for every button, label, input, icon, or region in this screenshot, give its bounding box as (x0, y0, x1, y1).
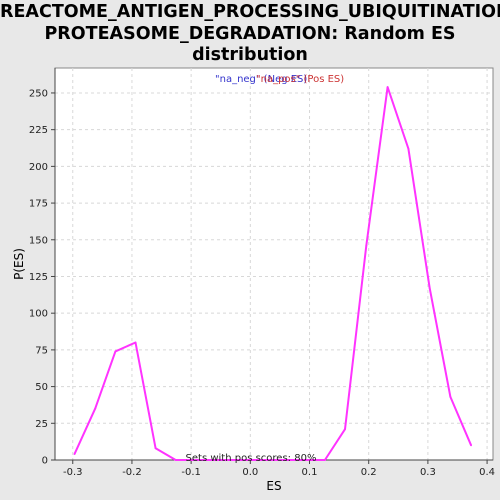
x-tick-label: 0.4 (479, 467, 495, 478)
data-point (94, 407, 97, 410)
x-tick-label: -0.2 (122, 467, 142, 478)
legend-entry-pos: "na_pos" (Pos ES) (256, 74, 344, 85)
data-point (428, 287, 431, 290)
y-tick-label: 50 (35, 382, 48, 393)
pos-score-annotation: Sets with pos scores: 80% (186, 453, 317, 464)
y-axis-label: P(ES) (12, 248, 26, 280)
chart-title-line-3: distribution (192, 45, 308, 65)
data-point (194, 459, 197, 461)
y-tick-label: 125 (29, 272, 48, 283)
data-point (134, 341, 137, 344)
data-point (114, 350, 117, 353)
x-tick-label: 0.2 (361, 467, 377, 478)
data-point (470, 444, 472, 447)
data-point (215, 459, 217, 461)
y-tick-label: 250 (29, 88, 48, 99)
y-tick-label: 150 (29, 235, 48, 246)
x-tick-label: 0.0 (242, 467, 258, 478)
data-point (407, 147, 410, 150)
data-point (386, 86, 389, 88)
chart-title-line-2: PROTEASOME_DEGRADATION: Random ES (44, 24, 456, 44)
gridlines (55, 68, 493, 460)
legend-entry-neg: "na_neg" (Neg ES) (215, 74, 307, 85)
y-tick-label: 225 (29, 125, 48, 136)
data-point (344, 428, 346, 431)
plot-area (54, 67, 494, 461)
y-tick-label: 25 (35, 419, 48, 430)
data-point (303, 459, 306, 461)
x-tick-label: 0.1 (302, 467, 318, 478)
y-tick-label: 0 (42, 456, 48, 467)
data-point (154, 447, 157, 450)
series-group (73, 86, 473, 461)
x-tick-label: 0.3 (420, 467, 436, 478)
x-axis-label: ES (266, 479, 281, 493)
data-point (73, 453, 76, 456)
data-point (324, 459, 326, 461)
y-tick-label: 100 (29, 309, 48, 320)
x-tick-label: -0.3 (63, 467, 83, 478)
y-tick-label: 75 (35, 345, 48, 356)
chart-title-line-1: REACTOME_ANTIGEN_PROCESSING_UBIQUITINATI… (0, 2, 500, 22)
x-tick-label: -0.1 (181, 467, 201, 478)
data-point (449, 395, 452, 398)
data-point (365, 244, 368, 247)
y-tick-label: 200 (29, 162, 48, 173)
data-point (174, 459, 177, 461)
y-tick-label: 175 (29, 199, 48, 210)
